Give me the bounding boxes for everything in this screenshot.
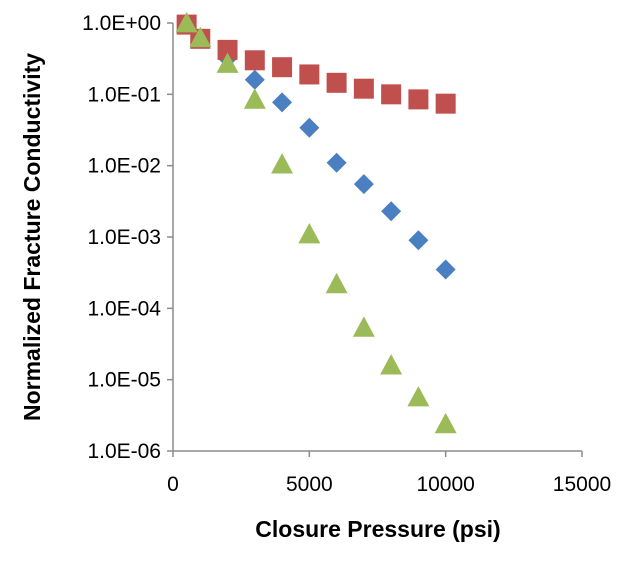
triangle-point	[380, 354, 403, 375]
y-axis-title: Normalized Fracture Conductivity	[19, 53, 45, 421]
diamond-point	[272, 92, 293, 113]
triangle-point	[434, 412, 457, 434]
triangle-point	[189, 26, 212, 48]
axes	[172, 23, 582, 452]
triangle-point	[216, 52, 239, 73]
square-point	[244, 50, 265, 71]
square-point	[381, 84, 402, 105]
diamond-point	[353, 174, 374, 195]
square-point	[217, 39, 238, 60]
x-axis-title: Closure Pressure (psi)	[255, 516, 500, 542]
y-tick-label: 1.0E-02	[87, 155, 161, 178]
square-point	[435, 93, 456, 114]
triangle-point	[407, 386, 430, 407]
triangle-point	[243, 88, 266, 109]
x-tick-label: 0	[167, 473, 179, 496]
diamond-point	[408, 230, 429, 251]
square-point	[408, 89, 429, 110]
series-square	[176, 14, 456, 114]
y-tick-labels: 1.0E-06 1.0E-05 1.0E-04 1.0E-03 1.0E-02 1.0E-…	[82, 12, 173, 463]
diamond-point	[435, 259, 456, 280]
series-triangle	[175, 12, 457, 434]
square-point	[326, 72, 347, 93]
y-tick-label: 1.0E-01	[87, 83, 161, 106]
x-tick-labels: 0 5000 10000 15000	[167, 451, 611, 496]
y-tick-label: 1.0E-05	[87, 369, 161, 392]
diamond-point	[381, 201, 402, 222]
square-point	[299, 64, 320, 85]
triangle-point	[175, 12, 198, 33]
x-tick-label: 5000	[286, 473, 333, 496]
x-tick-label: 15000	[553, 473, 611, 496]
data-points	[175, 12, 457, 434]
square-point	[272, 57, 293, 78]
square-point	[353, 78, 374, 99]
y-tick-label: 1.0E+00	[82, 12, 161, 35]
triangle-point	[325, 272, 348, 294]
diamond-point	[326, 152, 347, 173]
triangle-point	[271, 153, 294, 174]
y-tick-label: 1.0E-03	[87, 226, 161, 249]
triangle-point	[352, 316, 375, 337]
diamond-point	[299, 117, 320, 138]
diamond-point	[244, 69, 265, 90]
y-tick-label: 1.0E-06	[87, 440, 161, 463]
x-tick-label: 10000	[416, 473, 474, 496]
triangle-point	[298, 223, 321, 244]
y-tick-label: 1.0E-04	[87, 297, 161, 320]
